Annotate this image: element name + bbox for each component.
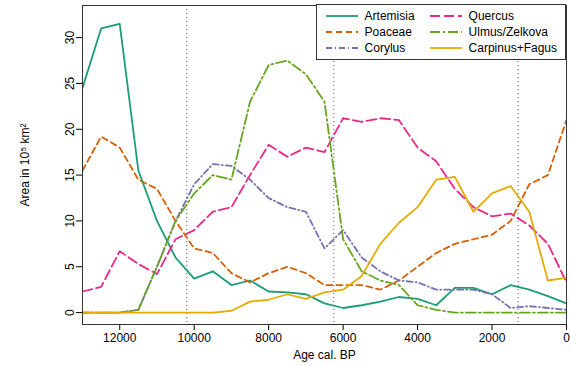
html-text:Artemisia: Artemisia: [364, 9, 415, 23]
svg-text:0: 0: [563, 331, 570, 345]
svg-text:12000: 12000: [103, 331, 137, 345]
svg-text:8000: 8000: [255, 331, 282, 345]
html-text:Ulmus/Zelkova: Ulmus/Zelkova: [468, 25, 548, 39]
svg-text:Age cal. BP: Age cal. BP: [293, 348, 356, 362]
html-text:Carpinus+Fagus: Carpinus+Fagus: [468, 41, 557, 55]
html-text:Quercus: Quercus: [468, 9, 514, 23]
svg-text:10: 10: [63, 214, 77, 228]
svg-text:15: 15: [63, 168, 77, 182]
svg-text:25: 25: [63, 76, 77, 90]
svg-text:20: 20: [63, 122, 77, 136]
svg-text:5: 5: [63, 263, 77, 270]
html-text:Poaceae: Poaceae: [364, 25, 412, 39]
svg-text:30: 30: [63, 31, 77, 45]
html-text:Corylus: Corylus: [364, 41, 406, 55]
svg-text:2000: 2000: [479, 331, 506, 345]
svg-text:6000: 6000: [330, 331, 357, 345]
svg-text:0: 0: [63, 309, 77, 316]
svg-text:10000: 10000: [178, 331, 212, 345]
svg-text:Area in 10⁵ km²: Area in 10⁵ km²: [18, 123, 32, 206]
svg-text:4000: 4000: [404, 331, 431, 345]
